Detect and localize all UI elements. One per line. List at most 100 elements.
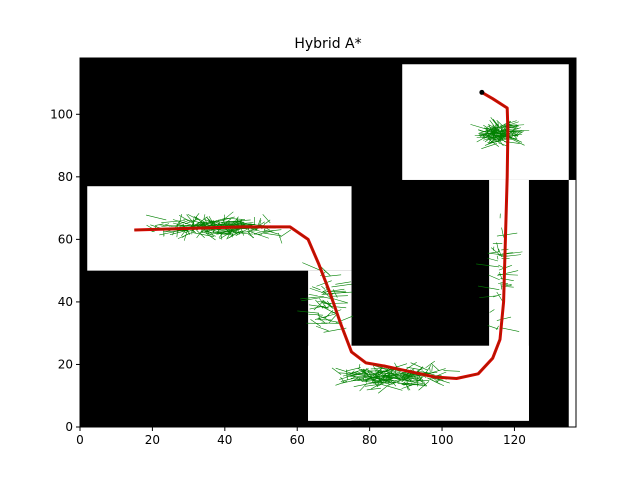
explored-edge <box>425 371 435 376</box>
explored-edge <box>496 242 500 253</box>
explored-edge <box>366 387 381 391</box>
explored-edge <box>208 221 230 223</box>
explored-edge <box>493 293 502 298</box>
explored-edge <box>501 121 519 128</box>
explored-edge <box>502 132 517 135</box>
explored-edge <box>500 278 514 281</box>
explored-edge <box>496 232 518 237</box>
explored-edge <box>308 304 329 309</box>
explored-edge <box>234 227 244 231</box>
explored-edge <box>373 379 389 382</box>
x-axis: 0 20 40 60 80 100 120 <box>76 427 526 447</box>
explored-edge <box>498 251 523 256</box>
free-space-region-3 <box>489 179 529 421</box>
explored-edge <box>335 367 352 374</box>
explored-edge <box>279 229 292 238</box>
explored-edge <box>329 295 348 297</box>
explored-edge <box>487 257 499 262</box>
explored-edge <box>481 143 497 149</box>
explored-edge <box>278 232 283 244</box>
explored-edge <box>395 381 412 386</box>
explored-edge <box>184 218 199 225</box>
explored-edge <box>263 229 279 235</box>
explored-edge <box>321 322 341 324</box>
explored-edge <box>176 220 188 226</box>
explored-edge <box>220 231 223 240</box>
explored-edge <box>415 367 424 373</box>
plot-area <box>79 57 577 428</box>
explored-edge <box>309 305 326 310</box>
explored-edge <box>417 377 427 387</box>
explored-edge <box>227 219 251 222</box>
explored-edge <box>351 377 360 382</box>
explored-edge <box>333 289 338 298</box>
explored-edge <box>172 231 174 236</box>
y-axis: 0 20 40 60 80 100 <box>50 107 80 434</box>
explored-edge <box>248 233 255 239</box>
explored-edge <box>168 225 182 227</box>
explored-edge <box>335 380 348 386</box>
explored-edge <box>301 296 325 302</box>
y-tick-label: 40 <box>58 295 73 309</box>
explored-edge <box>318 317 325 323</box>
explored-edge <box>324 274 342 277</box>
x-tick-label: 100 <box>431 433 454 447</box>
explored-edge <box>497 270 519 276</box>
explored-edge <box>339 376 348 380</box>
explored-edge <box>218 231 225 238</box>
explored-edge <box>479 295 497 298</box>
explored-edge <box>163 223 170 226</box>
explored-edge <box>487 125 496 131</box>
explored-edge <box>161 225 169 227</box>
free-space-region-5 <box>568 179 576 427</box>
explored-edge <box>372 376 394 383</box>
explored-edge <box>258 229 282 233</box>
explored-edge <box>478 285 500 290</box>
explored-edge <box>262 232 282 237</box>
explored-edge <box>346 367 361 372</box>
explored-edge <box>302 262 320 271</box>
explored-edge <box>235 227 250 236</box>
explored-edge <box>351 379 377 382</box>
explored-edge <box>493 134 506 136</box>
explored-edge <box>146 214 167 221</box>
explored-edge <box>403 381 411 391</box>
explored-edge <box>183 224 196 227</box>
explored-edge <box>499 271 503 280</box>
explored-edge <box>501 327 520 332</box>
explored-edge <box>403 375 411 380</box>
y-tick-label: 60 <box>58 232 73 246</box>
explored-edge <box>485 129 505 137</box>
explored-edge <box>431 365 433 372</box>
x-tick-label: 120 <box>503 433 526 447</box>
explored-edge <box>497 129 507 132</box>
explored-edge <box>321 285 326 290</box>
explored-edge <box>310 319 321 327</box>
explored-edge <box>410 362 429 371</box>
explored-edge <box>405 380 424 384</box>
explored-edge <box>194 216 208 227</box>
explored-edge <box>378 383 391 394</box>
x-tick-label: 80 <box>362 433 377 447</box>
x-tick-label: 60 <box>290 433 305 447</box>
explored-edge <box>501 227 504 238</box>
explored-edge <box>390 376 412 380</box>
explored-edge <box>476 263 500 268</box>
explored-edge <box>500 283 503 290</box>
explored-edge <box>176 229 178 238</box>
explored-edge <box>191 229 196 234</box>
explored-edge <box>489 119 497 129</box>
explored-edge <box>509 124 519 135</box>
y-tick-label: 100 <box>50 107 73 121</box>
explored-edge <box>346 373 364 377</box>
explored-edge <box>319 298 327 309</box>
explored-edge <box>196 229 203 239</box>
explored-edge <box>247 230 254 239</box>
explored-edge <box>212 230 235 234</box>
explored-edge <box>161 220 185 223</box>
explored-edge <box>365 383 383 387</box>
explored-edge <box>401 374 414 382</box>
explored-edge <box>373 378 394 384</box>
explored-edge <box>262 214 271 224</box>
